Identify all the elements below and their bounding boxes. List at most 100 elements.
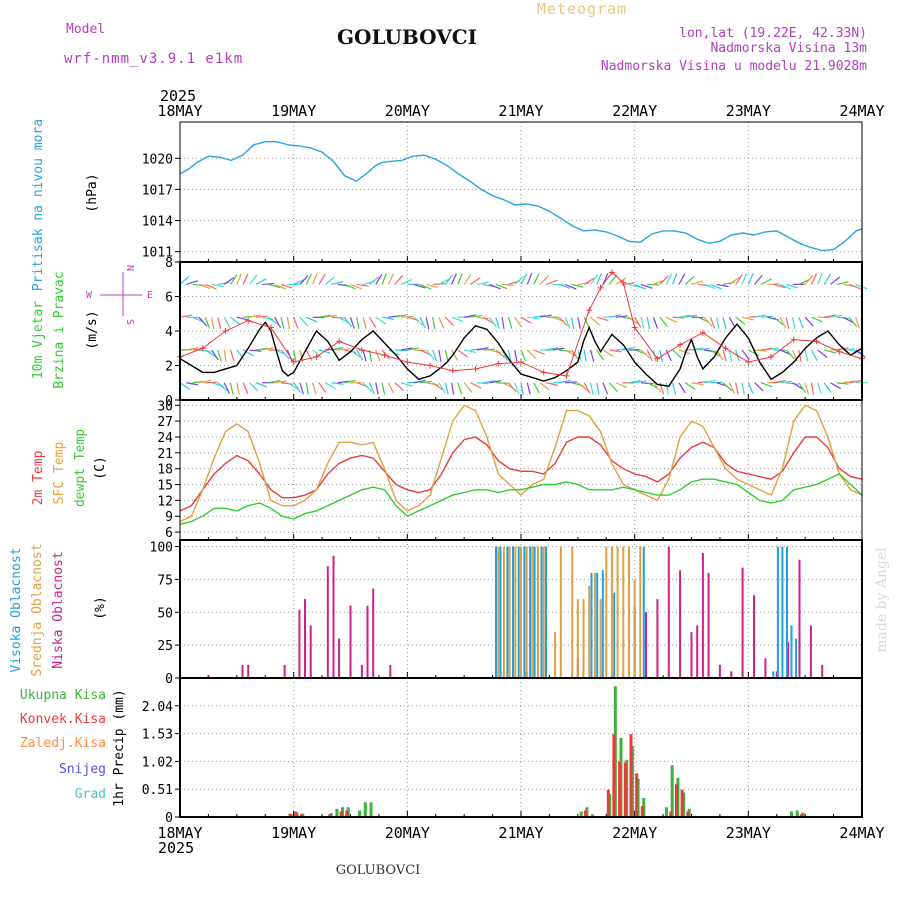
wind-arrow — [502, 284, 514, 285]
wind-arrow — [527, 317, 539, 319]
cloud-cloud_low-bar — [372, 589, 374, 678]
wind-arrow — [338, 349, 350, 350]
wind-arrow — [445, 317, 453, 325]
wind-arrow — [249, 275, 256, 284]
wind-arrow — [647, 317, 649, 329]
wind-arrow — [382, 273, 386, 284]
cloud-cloud_low-bar — [742, 568, 744, 678]
wind-arrow — [237, 350, 244, 360]
wind-arrow — [256, 316, 268, 317]
wind-arrow — [729, 383, 734, 394]
wind-arrow — [685, 276, 694, 284]
wind-arrow — [445, 350, 448, 362]
cloud-cloud_mid-bar — [537, 547, 539, 678]
precip-precip_conv-bar — [635, 773, 638, 817]
wind-arrow — [546, 280, 557, 284]
pressure-ytick-label: 1017 — [142, 183, 173, 198]
cloud-cloud_low-bar — [656, 599, 658, 678]
wind-arrow — [572, 284, 584, 287]
cloud-cloud_low-bar — [298, 610, 300, 678]
cloud-cloud_low-bar — [708, 573, 710, 678]
cloud-cloud_low-bar — [696, 625, 698, 678]
cloud-cloud_mid-bar — [639, 547, 641, 678]
wind-arrow — [609, 383, 617, 392]
cloud-cloud_mid-bar — [571, 547, 573, 678]
cloud-cloud_low-bar — [333, 556, 335, 678]
top-date-label: 18MAY — [157, 102, 202, 120]
cloud-ytick-label: 25 — [157, 639, 173, 654]
t2m-axis-title: 2m Temp — [31, 450, 46, 505]
wind-arrow — [824, 350, 836, 353]
year-label-bottom: 2025 — [158, 839, 194, 857]
wind-legend-south: S — [124, 319, 135, 325]
watermark: made by Angel — [874, 547, 890, 653]
precip-precip_conv-bar — [630, 734, 633, 817]
wind-arrow — [199, 350, 211, 352]
wind-arrow — [666, 317, 677, 322]
precip-axis-title: 1hr Precip (mm) — [112, 689, 127, 806]
wind-arrow — [256, 383, 267, 387]
wind-arrow — [186, 281, 197, 285]
cloud-cloud_high-bar — [506, 547, 508, 678]
wind-arrow — [439, 350, 441, 362]
wind-arrow — [458, 273, 463, 284]
cloud-cloud_low-bar — [764, 658, 766, 678]
legend-snow: Snijeg — [59, 762, 106, 777]
wind-arrow — [464, 274, 471, 284]
elevation-text: Nadmorska Visina 13m — [710, 41, 867, 56]
wind-gust-marker — [245, 318, 251, 324]
wind-arrow — [761, 316, 773, 317]
wind-arrow — [761, 383, 772, 387]
wind-arrow — [811, 317, 822, 322]
wind-arrow — [357, 284, 369, 286]
wind-arrow — [369, 317, 375, 327]
wind-arrow — [262, 284, 274, 285]
temperature-ytick-label: 27 — [157, 415, 173, 430]
wind-arrow — [357, 317, 359, 329]
wind-arrow — [363, 350, 366, 362]
precip-panel: 00.511.021.532.04 — [142, 678, 862, 826]
wind-arrow — [673, 383, 676, 395]
wind-arrow — [426, 317, 428, 329]
precip-precip_total-bar — [364, 802, 367, 817]
wind-arrow — [180, 276, 189, 284]
wind-arrow — [458, 383, 462, 394]
cloud-cloud_high-bar — [613, 593, 615, 678]
precip-precip_total-bar — [665, 807, 668, 817]
wind-arrow — [748, 273, 753, 284]
wind-arrow — [824, 274, 830, 284]
wind-gust-marker — [473, 366, 479, 372]
wind-arrow — [458, 350, 468, 357]
wind-arrow — [395, 275, 403, 284]
wind-arrow — [811, 274, 816, 285]
wind-arrow — [717, 317, 719, 329]
wind-gust-marker — [563, 373, 569, 379]
cloud-cloud_high-bar — [795, 639, 797, 678]
wind-arrow — [294, 317, 298, 328]
cloud-cloud_low-bar — [327, 566, 329, 678]
wind-arrow — [313, 383, 316, 394]
wind-arrow — [508, 317, 511, 328]
cloud-cloud_mid-bar — [514, 547, 516, 678]
wind-arrow — [224, 317, 230, 328]
wind-gust-marker — [427, 363, 433, 369]
precip-precip_conv-bar — [624, 763, 627, 818]
wind-axis-title-1: 10m Vjetar — [31, 301, 46, 379]
wind-arrow — [717, 284, 729, 286]
wind-arrow — [590, 317, 599, 325]
model-name: wrf-nmm_v3.9.1 e1km — [64, 51, 243, 67]
cloud-cloud_mid-bar — [611, 547, 613, 678]
dewpt-axis-title: dewpt Temp — [73, 429, 88, 507]
pressure-ytick-label: 1020 — [142, 152, 173, 167]
wind-arrow — [445, 383, 448, 395]
wind-arrow — [590, 350, 593, 362]
wind-arrow — [363, 317, 366, 329]
cloud-cloud_mid-bar — [628, 547, 630, 678]
wind-arrow — [818, 350, 827, 358]
wind-arrow — [464, 350, 476, 352]
wind-arrow — [578, 283, 590, 285]
wind-arrow — [793, 317, 795, 329]
top-date-label: 22MAY — [612, 102, 657, 120]
cloud-cloud_high-bar — [518, 547, 520, 678]
